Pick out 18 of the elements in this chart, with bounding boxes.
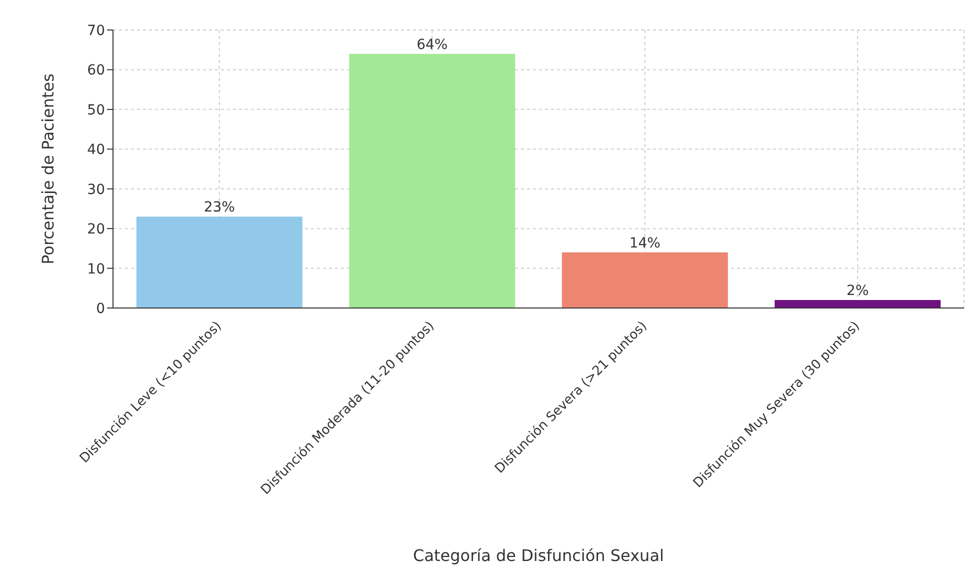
y-tick-label: 50: [87, 102, 105, 118]
y-tick-label: 60: [87, 62, 105, 79]
bar: [136, 216, 302, 308]
y-tick-label: 10: [87, 261, 105, 278]
y-axis-title: Porcentaje de Pacientes: [38, 74, 58, 264]
data-label: 64%: [416, 36, 448, 53]
y-tick-label: 40: [87, 142, 105, 158]
x-axis-title: Categoría de Disfunción Sexual: [413, 546, 664, 565]
bar: [562, 252, 728, 308]
data-label: 2%: [846, 283, 869, 300]
bar: [774, 300, 941, 308]
y-tick-label: 20: [87, 222, 105, 238]
data-label: 23%: [204, 200, 235, 216]
y-tick-label: 0: [96, 300, 105, 317]
y-tick-label: 30: [87, 182, 105, 198]
data-label: 14%: [629, 235, 660, 252]
y-tick-label: 70: [87, 22, 105, 39]
bar: [349, 54, 516, 308]
